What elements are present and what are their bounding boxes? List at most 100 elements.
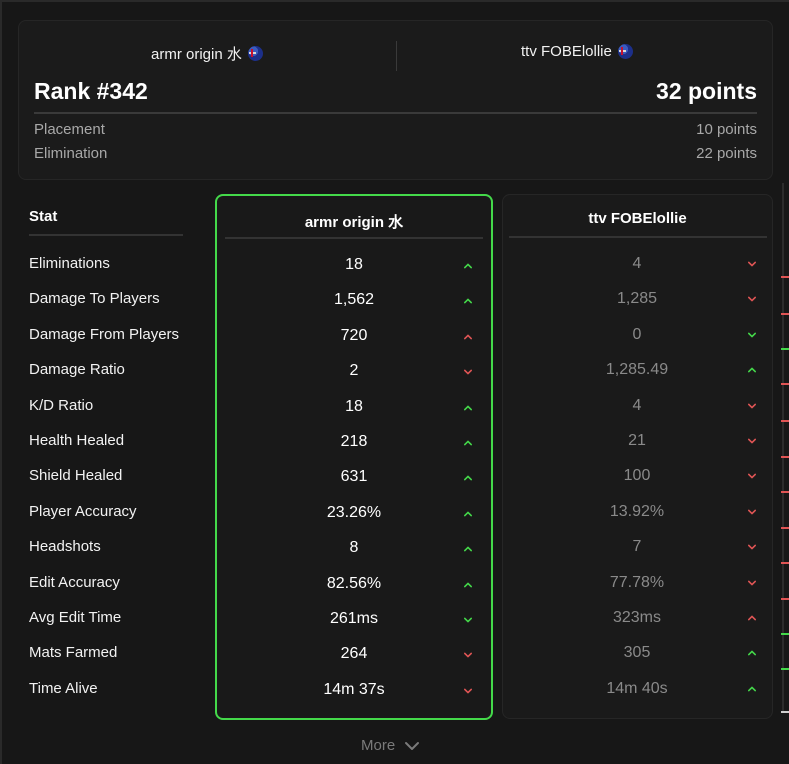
chevron-down-icon <box>746 541 758 553</box>
player-column-divider <box>509 236 767 238</box>
stat-value-right: 4 <box>632 397 642 414</box>
chevron-down-icon <box>462 649 474 661</box>
chevron-up-icon <box>462 402 474 414</box>
stat-label: Damage From Players <box>29 326 180 343</box>
player-column-divider <box>225 237 483 239</box>
stat-value-left: 82.56% <box>326 575 382 592</box>
chevron-down-icon <box>462 685 474 697</box>
team-member-right[interactable]: ttv FOBElollie <box>521 43 633 60</box>
chevron-down-icon <box>405 741 420 750</box>
edge-marker <box>781 491 789 493</box>
stat-value-right: 4 <box>632 255 642 272</box>
elimination-label: Elimination <box>34 145 108 162</box>
stat-value-right: 100 <box>623 467 651 484</box>
player-column-title: armr origin 水 <box>304 214 404 231</box>
australia-flag-icon <box>247 46 263 61</box>
edge-marker <box>781 711 789 713</box>
stat-value-right: 77.78% <box>609 574 665 591</box>
stat-value-right: 323ms <box>612 609 662 626</box>
header-divider <box>34 112 757 114</box>
stat-value-right: 0 <box>632 326 642 343</box>
stat-value-right: 305 <box>623 644 651 661</box>
player-column-title: ttv FOBElollie <box>588 210 687 227</box>
team-member-right-name: ttv FOBElollie <box>521 43 612 60</box>
stat-value-left: 18 <box>345 398 363 415</box>
chevron-down-icon <box>746 293 758 305</box>
stat-label: Damage Ratio <box>29 361 125 378</box>
stat-value-left: 720 <box>340 327 368 344</box>
chevron-down-icon <box>462 366 474 378</box>
chevron-up-icon <box>462 508 474 520</box>
team-member-left[interactable]: armr origin 水 <box>151 43 263 64</box>
stat-value-right: 14m 40s <box>606 680 668 697</box>
edge-marker <box>781 456 789 458</box>
chevron-down-icon <box>746 435 758 447</box>
edge-marker <box>781 420 789 422</box>
edge-marker <box>781 633 789 635</box>
edge-marker <box>781 348 789 350</box>
chevron-up-icon <box>462 579 474 591</box>
stat-column-header: Stat <box>29 208 58 225</box>
stat-value-left: 1,562 <box>333 291 375 308</box>
stat-label: Edit Accuracy <box>29 574 120 591</box>
elimination-points: 22 points <box>696 145 757 162</box>
rank-title: Rank #342 <box>34 78 148 104</box>
stat-value-left: 14m 37s <box>323 681 385 698</box>
placement-points: 10 points <box>696 121 757 138</box>
edge-marker <box>781 313 789 315</box>
stat-label: Time Alive <box>29 680 98 697</box>
chevron-up-icon <box>746 647 758 659</box>
stat-label: Player Accuracy <box>29 503 137 520</box>
edge-marker <box>781 276 789 278</box>
player-column[interactable]: ttv FOBElollie <box>502 194 773 719</box>
adjacent-panel-edge <box>782 183 784 713</box>
team-row: armr origin 水 ttv FOBElollie <box>19 41 772 71</box>
match-summary-card: armr origin 水 ttv FOBElollie Rank #342 3… <box>18 20 773 180</box>
chevron-up-icon <box>746 683 758 695</box>
chevron-up-icon <box>462 295 474 307</box>
stat-value-right: 21 <box>628 432 646 449</box>
placement-label: Placement <box>34 121 105 138</box>
stat-label: K/D Ratio <box>29 397 94 414</box>
stat-label: Damage To Players <box>29 290 160 307</box>
stat-label: Shield Healed <box>29 467 123 484</box>
stat-label: Mats Farmed <box>29 644 118 661</box>
stat-label: Health Healed <box>29 432 125 449</box>
total-points: 32 points <box>656 78 757 104</box>
stat-header-divider <box>29 234 183 236</box>
stat-label: Avg Edit Time <box>29 609 122 626</box>
stat-value-right: 7 <box>632 538 642 555</box>
stat-value-right: 13.92% <box>609 503 665 520</box>
more-label: More <box>361 737 396 754</box>
chevron-up-icon <box>746 364 758 376</box>
stat-label: Headshots <box>29 538 101 555</box>
australia-flag-icon <box>617 44 633 59</box>
chevron-up-icon <box>462 437 474 449</box>
chevron-up-icon <box>746 612 758 624</box>
edge-marker <box>781 598 789 600</box>
chevron-up-icon <box>462 472 474 484</box>
team-divider <box>396 41 397 71</box>
edge-marker <box>781 562 789 564</box>
stat-value-left: 2 <box>349 362 359 379</box>
chevron-up-icon <box>462 331 474 343</box>
edge-marker <box>781 668 789 670</box>
edge-marker <box>781 527 789 529</box>
team-member-left-name: armr origin 水 <box>151 46 242 63</box>
chevron-down-icon <box>746 577 758 589</box>
player-column-selected[interactable]: armr origin 水 <box>215 194 493 720</box>
chevron-down-icon <box>746 470 758 482</box>
stat-value-left: 218 <box>340 433 368 450</box>
chevron-down-icon <box>746 506 758 518</box>
edge-marker <box>781 383 789 385</box>
chevron-down-icon <box>462 614 474 626</box>
more-button[interactable]: More <box>361 737 420 754</box>
stat-value-left: 8 <box>349 539 359 556</box>
chevron-up-icon <box>462 260 474 272</box>
stat-value-left: 261ms <box>329 610 379 627</box>
stat-value-left: 23.26% <box>326 504 382 521</box>
stat-value-right: 1,285 <box>616 290 658 307</box>
chevron-down-icon <box>746 258 758 270</box>
stat-value-left: 18 <box>345 256 363 273</box>
